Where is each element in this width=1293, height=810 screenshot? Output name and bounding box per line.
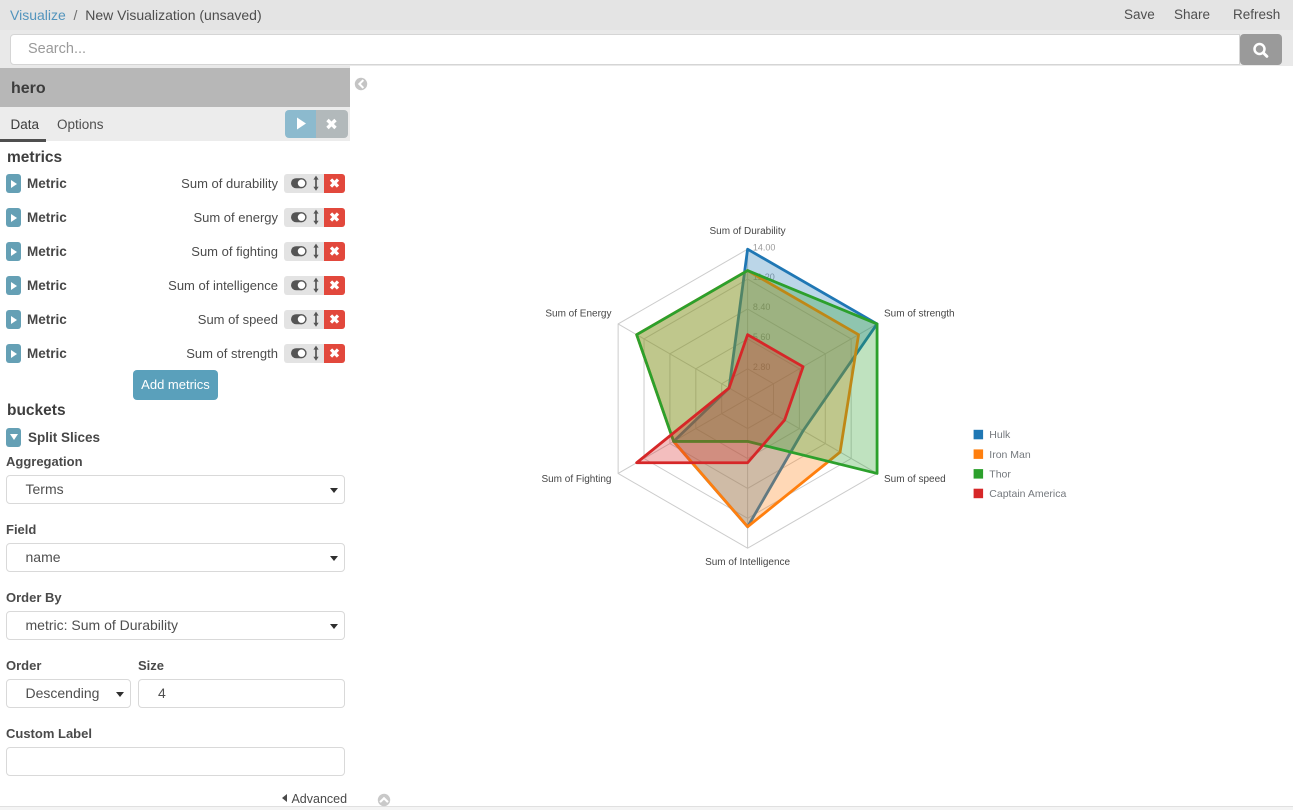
svg-text:Captain America: Captain America [989,488,1066,500]
svg-text:Sum of Energy: Sum of Energy [545,309,611,320]
svg-text:14.00: 14.00 [753,242,776,252]
svg-text:Sum of Fighting: Sum of Fighting [541,474,611,485]
svg-text:Sum of Intelligence: Sum of Intelligence [705,557,790,568]
svg-text:Sum of speed: Sum of speed [884,474,946,485]
svg-text:Hulk: Hulk [989,429,1011,441]
svg-text:5.60: 5.60 [753,332,771,342]
svg-text:Sum of Durability: Sum of Durability [710,226,786,237]
svg-text:Thor: Thor [989,469,1011,481]
svg-text:2.80: 2.80 [753,362,771,372]
svg-text:Sum of strength: Sum of strength [884,309,955,320]
svg-text:Iron Man: Iron Man [989,449,1031,461]
svg-text:8.40: 8.40 [753,302,771,312]
svg-text:11.20: 11.20 [753,272,775,282]
